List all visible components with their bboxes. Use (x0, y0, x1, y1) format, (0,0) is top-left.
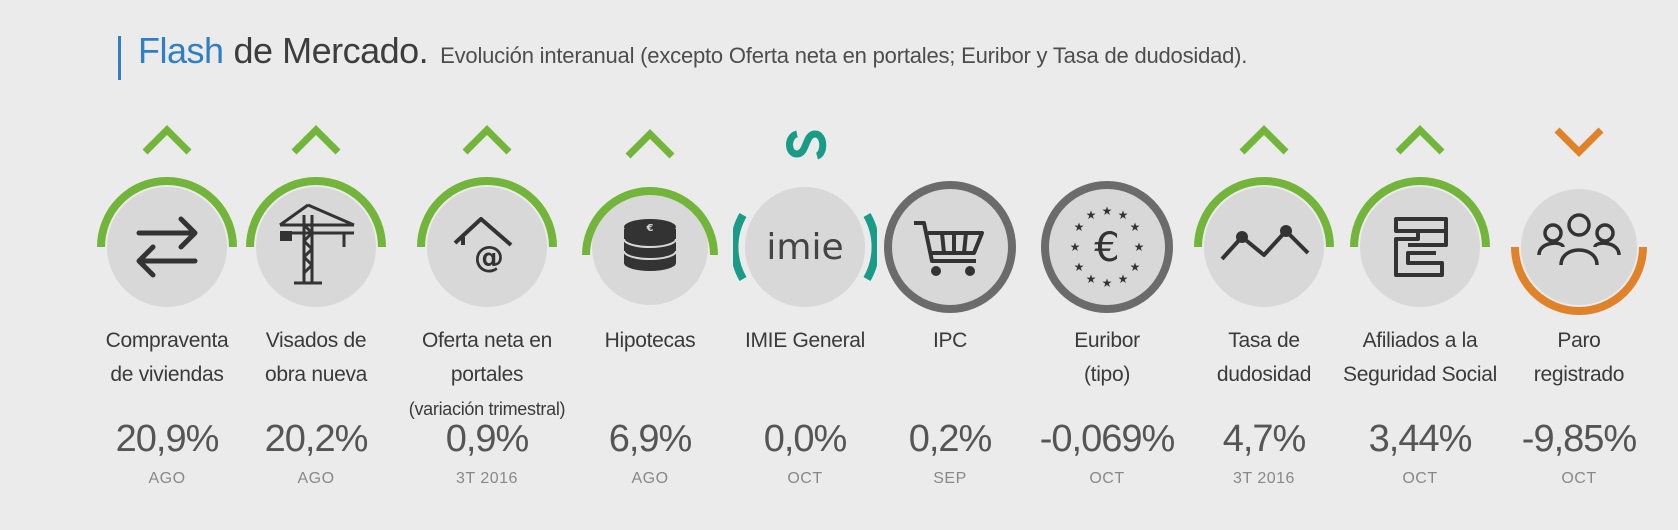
indicator-value: 6,9% (608, 418, 693, 460)
shopping-cart-icon (884, 181, 1016, 313)
house-at-icon: @ (417, 177, 557, 307)
indicator-period: OCT (1089, 470, 1125, 487)
trend-up-icon (142, 125, 192, 155)
svg-text:★: ★ (1074, 260, 1085, 274)
indicator-imie: imie IMIE General 0,0% OCT (720, 0, 890, 530)
svg-text:★: ★ (1070, 240, 1081, 254)
svg-text:@: @ (474, 240, 504, 275)
indicator-period: OCT (1561, 470, 1597, 487)
indicator-period: OCT (787, 470, 823, 487)
indicator-oferta-neta: @ Oferta neta en portales (variación tri… (402, 0, 572, 530)
trend-up-icon (625, 129, 675, 159)
page-header: Flash de Mercado. Evolución interanual (… (118, 30, 1248, 80)
line-graph-icon (1194, 177, 1334, 307)
indicator-visados: Visados de obra nueva 20,2% AGO (231, 0, 401, 530)
trend-down-icon (1554, 127, 1604, 157)
svg-text:★: ★ (1086, 272, 1097, 286)
imie-logo-icon: imie (733, 187, 877, 307)
indicator-period: 3T 2016 (456, 470, 518, 487)
title-market: de Mercado. (233, 30, 429, 71)
indicator-label: Hipotecas (604, 329, 696, 352)
social-security-icon (1350, 177, 1490, 307)
svg-text:★: ★ (1134, 240, 1145, 254)
svg-text:★: ★ (1102, 204, 1113, 218)
indicator-compraventa: Compraventa de viviendas 20,9% AGO (82, 0, 252, 530)
indicator-period: 3T 2016 (1233, 470, 1295, 487)
indicator-label: IPC (932, 329, 968, 352)
indicator-value: 20,9% (115, 418, 220, 460)
indicator-period: AGO (297, 470, 335, 487)
svg-text:★: ★ (1074, 220, 1085, 234)
indicator-tasa-dudosidad: Tasa de dudosidad 4,7% 3T 2016 (1179, 0, 1349, 530)
indicator-value: 0,2% (908, 418, 993, 460)
indicator-period: AGO (148, 470, 186, 487)
trend-up-icon (1395, 125, 1445, 155)
indicator-hipotecas: € Hipotecas 6,9% AGO (565, 0, 735, 530)
svg-text:€: € (1094, 225, 1119, 271)
indicator-value: 3,44% (1368, 418, 1473, 460)
indicator-label: Tasa de dudosidad (1216, 329, 1312, 386)
indicator-label: Afiliados a la Seguridad Social (1343, 329, 1497, 386)
svg-text:★: ★ (1102, 276, 1113, 290)
trend-up-icon (291, 125, 341, 155)
indicator-label: Compraventa de viviendas (105, 329, 229, 386)
indicator-afiliados: Afiliados a la Seguridad Social 3,44% OC… (1335, 0, 1505, 530)
svg-text:★: ★ (1130, 260, 1141, 274)
euro-stars-icon: € ★ ★★ ★★★ ★★★ ★★★ (1041, 181, 1173, 313)
crane-icon (246, 177, 386, 307)
people-group-icon (1511, 189, 1647, 315)
indicator-paro: Paro registrado -9,85% OCT (1494, 0, 1664, 530)
indicator-ipc: IPC 0,2% SEP (865, 0, 1035, 530)
indicator-label: IMIE General (744, 329, 866, 352)
svg-text:imie: imie (766, 227, 843, 268)
svg-text:★: ★ (1118, 208, 1129, 222)
svg-text:★: ★ (1130, 220, 1141, 234)
indicator-value: 0,0% (763, 418, 848, 460)
svg-text:★: ★ (1086, 208, 1097, 222)
indicator-value: 0,9% (445, 418, 530, 460)
indicator-value: 4,7% (1222, 418, 1307, 460)
exchange-arrows-icon (97, 177, 237, 307)
indicator-period: SEP (933, 470, 967, 487)
indicator-value: -0,069% (1039, 418, 1176, 460)
coin-stack-icon: € (582, 187, 718, 305)
title-accent-bar (118, 36, 121, 80)
indicator-value: 20,2% (264, 418, 369, 460)
trend-up-icon (462, 125, 512, 155)
trend-stable-icon (786, 130, 827, 160)
indicator-label: Oferta neta en portales (variación trime… (408, 329, 566, 419)
indicator-period: OCT (1402, 470, 1438, 487)
indicator-period: AGO (631, 470, 669, 487)
svg-text:★: ★ (1118, 272, 1129, 286)
indicator-label: Paro registrado (1533, 329, 1625, 386)
indicator-value: -9,85% (1521, 418, 1637, 460)
indicator-label: Euribor (tipo) (1074, 329, 1140, 386)
indicator-label: Visados de obra nueva (264, 329, 368, 386)
trend-up-icon (1239, 125, 1289, 155)
svg-text:€: € (646, 223, 654, 234)
page-subtitle: Evolución interanual (excepto Oferta net… (440, 43, 1248, 68)
indicator-euribor: € ★ ★ ★ ★ ★ ★ ★ ★ ★ ★ ★ ★ Euribor (tipo) -0,069%… (1022, 0, 1192, 530)
title-flash: Flash (138, 30, 224, 71)
